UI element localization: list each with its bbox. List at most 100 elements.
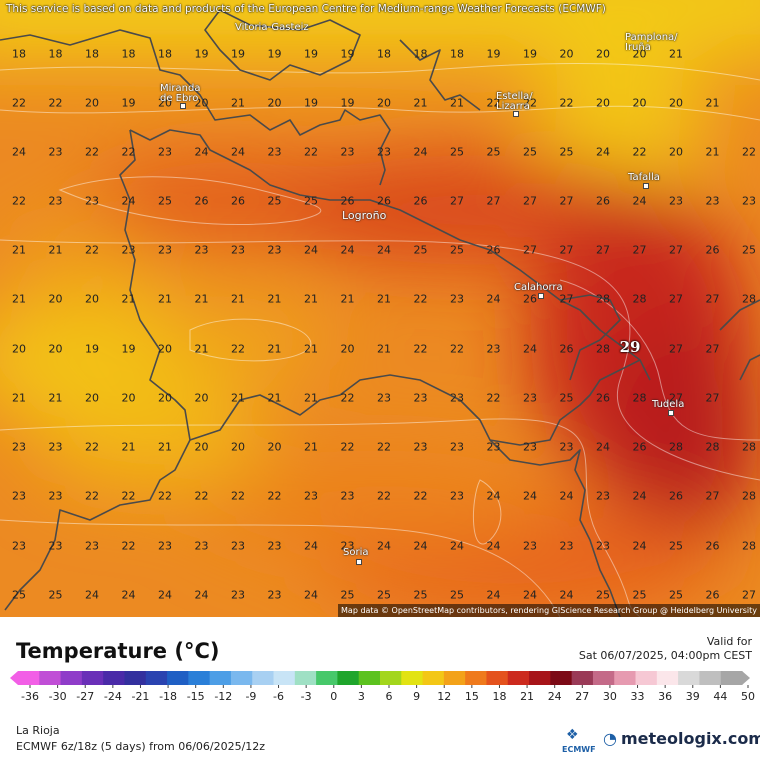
temperature-value: 24 (632, 539, 647, 553)
temperature-value: 21 (231, 292, 245, 306)
map-canvas (0, 0, 760, 617)
legend-tick-label: -36 (21, 690, 39, 703)
temperature-value: 23 (559, 539, 574, 553)
temperature-value: 21 (194, 292, 209, 306)
temperature-value: 23 (48, 194, 63, 208)
city-marker-calahorra (538, 293, 544, 299)
temperature-value: 27 (705, 342, 720, 356)
city-label-soria: Soria (343, 547, 369, 558)
temperature-value: 19 (121, 96, 136, 110)
legend-tick-label: -15 (187, 690, 205, 703)
temperature-value: 26 (231, 194, 245, 208)
legend-tick-label: -24 (104, 690, 122, 703)
temperature-value: 23 (340, 539, 355, 553)
temperature-value: 22 (194, 489, 209, 503)
temperature-value: 25 (450, 588, 464, 602)
temperature-value: 21 (304, 391, 318, 405)
temperature-value: 24 (486, 588, 501, 602)
legend-tick-label: -18 (159, 690, 177, 703)
temperature-value: 26 (705, 588, 720, 602)
temperature-value: 28 (742, 489, 756, 503)
meteologix-brand[interactable]: meteologix.com (621, 729, 760, 748)
temperature-value: 22 (231, 342, 245, 356)
temperature-value: 27 (705, 292, 720, 306)
temperature-value: 25 (450, 243, 464, 257)
temperature-value: 27 (669, 292, 683, 306)
temperature-value: 21 (304, 440, 318, 454)
temperature-value: 27 (705, 391, 720, 405)
legend-color-swatch (592, 671, 615, 685)
temperature-value: 20 (632, 47, 647, 61)
temperature-value: 24 (194, 588, 209, 602)
city-marker-soria (356, 559, 362, 565)
max-temperature-value: 29 (619, 338, 641, 356)
temperature-value: 23 (48, 145, 63, 159)
temperature-value: 21 (48, 243, 63, 257)
isotherm-lines (0, 62, 760, 617)
temperature-value: 26 (669, 489, 683, 503)
temperature-value: 22 (742, 145, 756, 159)
legend-color-swatch (60, 671, 83, 685)
temperature-value: 21 (377, 292, 391, 306)
temperature-value: 25 (413, 588, 428, 602)
temperature-value: 23 (486, 342, 501, 356)
temperature-value: 23 (231, 539, 245, 553)
temperature-value: 22 (121, 539, 136, 553)
city-label-pamplona: Pamplona/ Iruña (625, 32, 678, 53)
temperature-value: 24 (304, 539, 318, 553)
temperature-value: 23 (85, 194, 99, 208)
temperature-value: 28 (632, 391, 647, 405)
temperature-value: 25 (450, 145, 464, 159)
legend-color-swatch (550, 671, 573, 685)
temperature-value: 25 (340, 588, 355, 602)
temperature-value: 24 (559, 489, 574, 503)
temperature-value: 22 (486, 391, 501, 405)
legend-tick-label: 50 (741, 690, 755, 703)
temperature-value: 24 (377, 243, 391, 257)
legend-color-swatch (380, 671, 402, 685)
temperature-value: 25 (559, 391, 574, 405)
legend-color-swatch (720, 671, 743, 685)
temperature-value: 23 (231, 243, 245, 257)
temperature-value: 23 (12, 539, 26, 553)
temperature-value: 18 (158, 47, 172, 61)
temperature-value: 21 (121, 292, 136, 306)
legend-color-swatch (209, 671, 232, 685)
osm-attribution[interactable]: Map data © OpenStreetMap contributors, r… (338, 604, 760, 617)
legend-color-swatch (167, 671, 189, 685)
temperature-value: 19 (304, 47, 318, 61)
temperature-value: 25 (486, 145, 501, 159)
temperature-value: 22 (450, 342, 464, 356)
temperature-value: 25 (267, 194, 282, 208)
legend-color-swatch (358, 671, 381, 685)
temperature-value: 21 (705, 145, 720, 159)
temperature-value: 24 (596, 440, 610, 454)
temperature-value: 18 (413, 47, 428, 61)
temperature-value: 19 (304, 96, 318, 110)
temperature-value: 24 (413, 145, 428, 159)
temperature-value: 27 (559, 194, 574, 208)
legend-arrow-left (10, 671, 18, 685)
temperature-value: 24 (486, 489, 501, 503)
legend-color-swatch (678, 671, 700, 685)
temperature-map[interactable]: This service is based on data and produc… (0, 0, 760, 617)
legend-tick-label: 24 (548, 690, 562, 703)
temperature-value: 23 (158, 145, 172, 159)
city-marker-tafalla (643, 183, 649, 189)
temperature-value: 21 (377, 342, 391, 356)
temperature-value: 28 (669, 440, 683, 454)
legend-color-swatch (571, 671, 594, 685)
temperature-value: 24 (523, 489, 537, 503)
temperature-value: 22 (85, 489, 99, 503)
legend-tick-label: 9 (413, 690, 420, 703)
ecmwf-logo-text: ECMWF (562, 745, 596, 754)
temperature-value: 22 (48, 96, 63, 110)
legend-tick-label: 12 (437, 690, 451, 703)
temperature-value: 26 (705, 243, 720, 257)
temperature-value: 21 (12, 243, 26, 257)
legend-color-swatch (230, 671, 253, 685)
temperature-value: 23 (377, 145, 391, 159)
legend-color-swatch (294, 671, 317, 685)
temperature-value: 23 (158, 243, 172, 257)
legend-tick-label: 39 (686, 690, 700, 703)
